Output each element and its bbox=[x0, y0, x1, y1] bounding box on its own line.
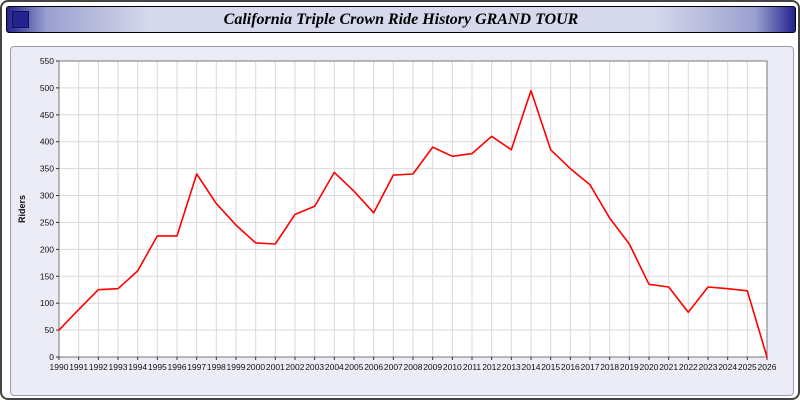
svg-text:1990: 1990 bbox=[50, 362, 69, 372]
svg-text:400: 400 bbox=[40, 137, 54, 147]
svg-text:2020: 2020 bbox=[640, 362, 659, 372]
svg-text:100: 100 bbox=[40, 298, 54, 308]
svg-text:2017: 2017 bbox=[581, 362, 600, 372]
svg-text:50: 50 bbox=[45, 325, 55, 335]
svg-text:2018: 2018 bbox=[600, 362, 619, 372]
svg-text:1992: 1992 bbox=[89, 362, 108, 372]
svg-text:2019: 2019 bbox=[620, 362, 639, 372]
svg-text:2008: 2008 bbox=[404, 362, 423, 372]
svg-text:2021: 2021 bbox=[659, 362, 678, 372]
title-bar: California Triple Crown Ride History GRA… bbox=[6, 6, 796, 33]
svg-text:2013: 2013 bbox=[502, 362, 521, 372]
svg-text:2005: 2005 bbox=[345, 362, 364, 372]
svg-text:2012: 2012 bbox=[482, 362, 501, 372]
svg-text:1999: 1999 bbox=[227, 362, 246, 372]
svg-text:2000: 2000 bbox=[246, 362, 265, 372]
svg-text:450: 450 bbox=[40, 110, 54, 120]
svg-text:350: 350 bbox=[40, 164, 54, 174]
svg-text:2004: 2004 bbox=[325, 362, 344, 372]
svg-text:1998: 1998 bbox=[207, 362, 226, 372]
svg-text:2002: 2002 bbox=[286, 362, 305, 372]
svg-text:300: 300 bbox=[40, 191, 54, 201]
window-icon bbox=[12, 11, 29, 28]
svg-text:2007: 2007 bbox=[384, 362, 403, 372]
svg-text:1997: 1997 bbox=[187, 362, 206, 372]
svg-text:2009: 2009 bbox=[423, 362, 442, 372]
svg-text:1991: 1991 bbox=[69, 362, 88, 372]
svg-text:1995: 1995 bbox=[148, 362, 167, 372]
svg-text:2022: 2022 bbox=[679, 362, 698, 372]
svg-text:2010: 2010 bbox=[443, 362, 462, 372]
svg-text:2024: 2024 bbox=[718, 362, 737, 372]
svg-text:0: 0 bbox=[49, 352, 54, 362]
svg-text:550: 550 bbox=[40, 56, 54, 66]
chart-panel: 0 50 100 150 200 250 300 350 400 450 500 550 1990 199… bbox=[10, 46, 794, 396]
svg-text:2011: 2011 bbox=[463, 362, 482, 372]
svg-text:250: 250 bbox=[40, 217, 54, 227]
svg-text:1994: 1994 bbox=[128, 362, 147, 372]
svg-text:2006: 2006 bbox=[364, 362, 383, 372]
svg-text:2014: 2014 bbox=[522, 362, 541, 372]
svg-text:1996: 1996 bbox=[168, 362, 187, 372]
svg-text:2003: 2003 bbox=[305, 362, 324, 372]
svg-text:2016: 2016 bbox=[561, 362, 580, 372]
svg-text:150: 150 bbox=[40, 271, 54, 281]
svg-text:200: 200 bbox=[40, 244, 54, 254]
svg-text:2026: 2026 bbox=[758, 362, 777, 372]
svg-text:500: 500 bbox=[40, 83, 54, 93]
svg-text:2015: 2015 bbox=[541, 362, 560, 372]
page-title: California Triple Crown Ride History GRA… bbox=[223, 10, 579, 28]
svg-text:2023: 2023 bbox=[699, 362, 718, 372]
svg-text:Riders: Riders bbox=[17, 195, 27, 223]
svg-text:1993: 1993 bbox=[109, 362, 128, 372]
svg-text:2001: 2001 bbox=[266, 362, 285, 372]
svg-text:2025: 2025 bbox=[738, 362, 757, 372]
